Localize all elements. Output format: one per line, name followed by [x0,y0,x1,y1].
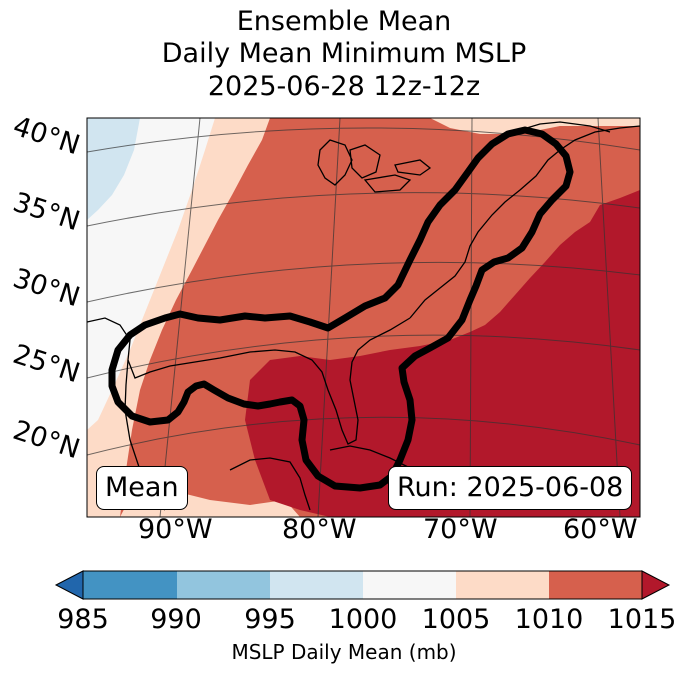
coastlines [87,121,640,511]
colorbar-extend-high [641,570,671,600]
title-line-2: Daily Mean Minimum MSLP [161,38,527,69]
colorbar-tick-995: 995 [244,604,296,635]
lon-label-80w: 80°W [282,514,357,545]
colorbar-tick-985: 985 [57,604,109,635]
probability-contour [108,126,574,492]
colorbar-extend-low [54,570,84,600]
coast-great-lakes [317,139,432,193]
title-line-1: Ensemble Mean [236,6,452,37]
grid-lon-70 [469,118,473,517]
coast-atlantic [409,125,640,319]
colorbar-segment-985-990 [83,571,177,599]
grid-lat-20 [87,416,640,456]
colorbar-label: MSLP Daily Mean (mb) [231,640,457,664]
colorbar-tick-1010: 1010 [514,604,584,635]
coast-hudson-gulf [519,121,611,133]
lon-label-60w: 60°W [563,514,638,545]
grid-lat-30 [87,261,640,303]
map-frame [86,117,641,518]
coast-gulf [87,317,411,445]
coast-yucatan [229,457,311,511]
colorbar-tick-990: 990 [150,604,202,635]
colorbar-segment-1010-1015 [549,571,642,599]
field-990-995 [87,118,140,220]
grid-lat-40 [87,127,640,153]
colorbar-tick-1005: 1005 [421,604,491,635]
colorbar-tick-1015: 1015 [607,604,677,635]
grid-lat-25 [87,334,640,379]
colorbar-segment-990-995 [177,571,270,599]
grid-lat-35 [87,192,640,227]
colorbar-segment-995-1000 [270,571,363,599]
grid-lon-60 [597,118,621,517]
lon-label-90w: 90°W [138,514,213,545]
mean-label-box: Mean [96,466,188,510]
title-line-3: 2025-06-28 12z-12z [207,71,481,102]
colorbar-segment-1005-1010 [456,571,549,599]
run-date-box: Run: 2025-06-08 [388,466,633,510]
colorbar-frame [82,570,643,600]
colorbar-segment-1000-1005 [363,571,456,599]
colorbar-tick-1000: 1000 [328,604,398,635]
lon-label-70w: 70°W [423,514,498,545]
